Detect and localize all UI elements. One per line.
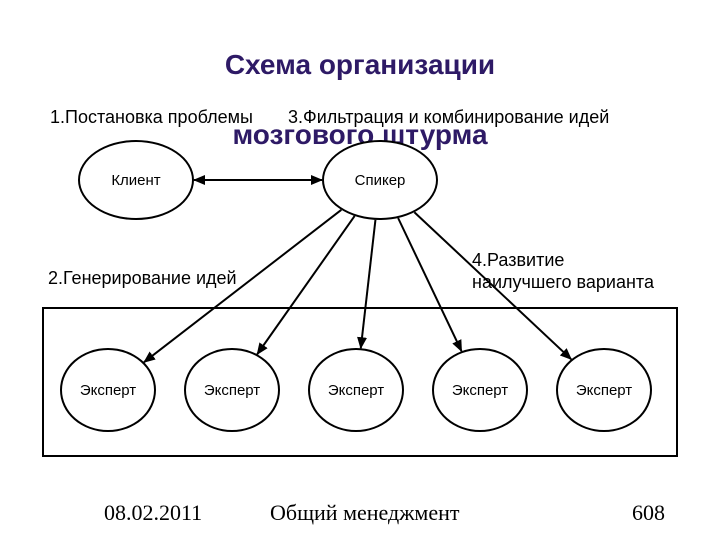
node-expert-3: Эксперт [308, 348, 404, 432]
title-line1: Схема организации [225, 49, 495, 80]
step-2-label: 2.Генерирование идей [48, 268, 237, 289]
step-1-label: 1.Постановка проблемы [50, 107, 253, 128]
node-expert-1: Эксперт [60, 348, 156, 432]
footer-page: 608 [632, 500, 665, 526]
slide-title: Схема организации мозгового штурма [0, 12, 720, 152]
footer-date: 08.02.2011 [104, 500, 202, 526]
node-speaker: Спикер [322, 140, 438, 220]
node-expert-2: Эксперт [184, 348, 280, 432]
step-4-label-line2: наилучшего варианта [472, 272, 654, 293]
node-expert-4: Эксперт [432, 348, 528, 432]
node-expert-5: Эксперт [556, 348, 652, 432]
node-expert-3-label: Эксперт [328, 382, 384, 399]
node-expert-5-label: Эксперт [576, 382, 632, 399]
node-speaker-label: Спикер [355, 172, 406, 189]
footer-center: Общий менеджмент [270, 500, 459, 526]
node-expert-2-label: Эксперт [204, 382, 260, 399]
node-client-label: Клиент [111, 172, 160, 189]
node-client: Клиент [78, 140, 194, 220]
step-4-label-line1: 4.Развитие [472, 250, 564, 271]
slide-canvas: Схема организации мозгового штурма 1.Пос… [0, 0, 720, 540]
step-3-label: 3.Фильтрация и комбинирование идей [288, 107, 609, 128]
node-expert-4-label: Эксперт [452, 382, 508, 399]
node-expert-1-label: Эксперт [80, 382, 136, 399]
